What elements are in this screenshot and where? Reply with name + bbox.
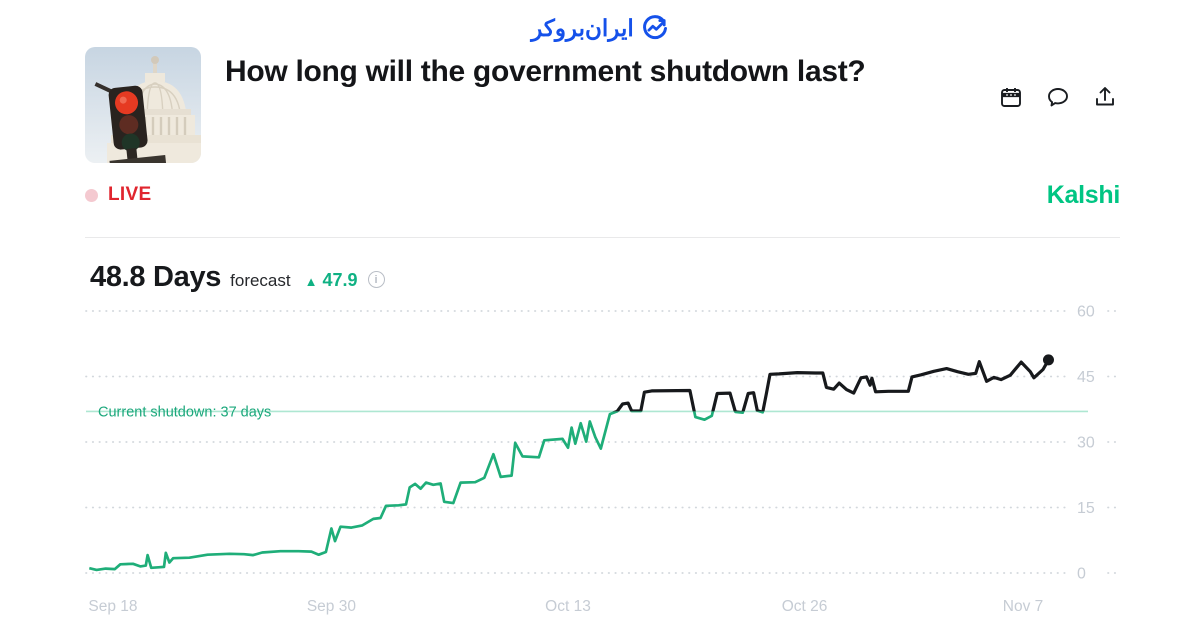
market-title: How long will the government shutdown la…: [225, 55, 866, 88]
header-actions: [998, 84, 1118, 110]
y-tick-label: 0: [1077, 566, 1086, 583]
site-logo-text: ایران‌بروکر: [531, 14, 634, 41]
y-tick-label: 45: [1077, 369, 1095, 386]
live-row: LIVE Kalshi: [85, 181, 1120, 209]
y-tick-label: 60: [1077, 304, 1095, 321]
comment-icon[interactable]: [1045, 84, 1071, 110]
live-badge: LIVE: [108, 184, 152, 205]
current-shutdown-annotation: Current shutdown: 37 days: [98, 404, 271, 420]
forecast-line-above-threshold: [612, 359, 1050, 412]
forecast-change-value: 47.9: [322, 270, 358, 290]
header-separator: [85, 237, 1120, 238]
latest-value-dot: [1042, 354, 1054, 366]
x-tick-label: Nov 7: [1003, 598, 1044, 615]
x-tick-label: Sep 30: [307, 598, 357, 615]
forecast-label: forecast: [230, 271, 291, 290]
forecast-line-below-threshold: [88, 411, 765, 572]
forecast-value: 48.8 Days: [90, 261, 222, 293]
triangle-up-icon: ▲: [304, 274, 318, 289]
traffic-light: [94, 82, 167, 163]
x-tick-label: Oct 13: [545, 598, 591, 615]
y-tick-label: 15: [1077, 500, 1095, 517]
site-logo-chart-icon: [642, 15, 667, 40]
forecast-line-chart[interactable]: 0 15 30 45 60 Sep 18 Sep 30 Oct 13 Oct 26 Nov 7 Cu…: [80, 290, 1120, 628]
live-dot-icon: [85, 188, 98, 202]
info-icon[interactable]: i: [367, 271, 385, 288]
forecast-change: ▲ 47.9: [305, 270, 358, 291]
capitol-traffic-light-illustration: [85, 47, 201, 163]
x-tick-label: Sep 18: [88, 598, 137, 615]
share-icon[interactable]: [1092, 84, 1118, 110]
calendar-icon[interactable]: [998, 84, 1024, 110]
forecast-row: 48.8 Days forecast ▲ 47.9 i: [90, 261, 385, 294]
market-thumbnail-image: [85, 47, 201, 163]
x-tick-label: Oct 26: [782, 598, 828, 615]
y-tick-label: 30: [1077, 435, 1095, 452]
site-logo[interactable]: ایران‌بروکر: [0, 14, 1200, 42]
kalshi-logo[interactable]: Kalshi: [1046, 180, 1121, 209]
